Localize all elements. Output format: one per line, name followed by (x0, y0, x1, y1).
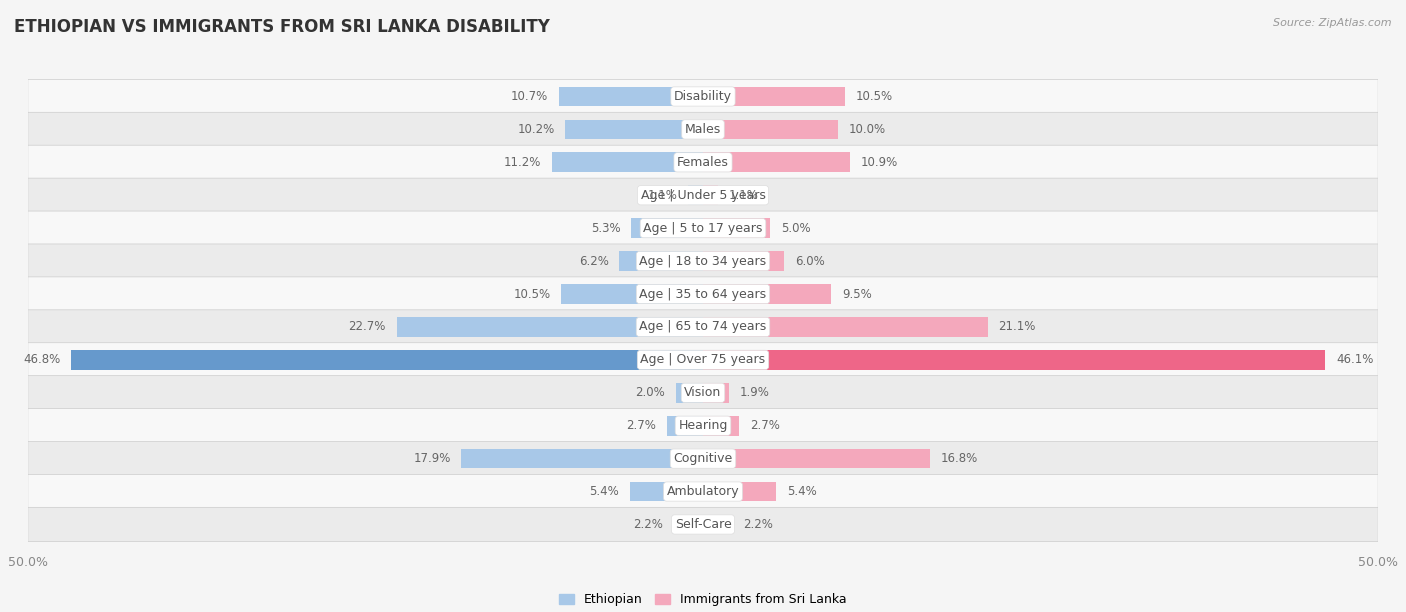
Bar (703, 383, 728, 403)
Bar (565, 119, 703, 140)
Text: 10.7%: 10.7% (510, 90, 548, 103)
Bar (396, 317, 703, 337)
Bar (703, 185, 718, 205)
Text: 22.7%: 22.7% (349, 321, 385, 334)
Text: 10.5%: 10.5% (855, 90, 893, 103)
FancyBboxPatch shape (28, 244, 1378, 278)
Bar (703, 119, 838, 140)
Text: Age | Under 5 years: Age | Under 5 years (641, 188, 765, 202)
Text: 6.2%: 6.2% (579, 255, 609, 267)
Text: Self-Care: Self-Care (675, 518, 731, 531)
Text: 1.9%: 1.9% (740, 386, 769, 399)
FancyBboxPatch shape (28, 277, 1378, 311)
Text: Disability: Disability (673, 90, 733, 103)
Bar (703, 218, 770, 238)
Bar (619, 251, 703, 271)
Text: ETHIOPIAN VS IMMIGRANTS FROM SRI LANKA DISABILITY: ETHIOPIAN VS IMMIGRANTS FROM SRI LANKA D… (14, 18, 550, 36)
Text: Age | 5 to 17 years: Age | 5 to 17 years (644, 222, 762, 234)
Bar (703, 416, 740, 436)
Bar (630, 482, 703, 501)
Text: 46.8%: 46.8% (24, 353, 60, 367)
Text: 10.0%: 10.0% (849, 123, 886, 136)
FancyBboxPatch shape (28, 310, 1378, 344)
Text: 1.1%: 1.1% (728, 188, 758, 202)
Text: 16.8%: 16.8% (941, 452, 977, 465)
Legend: Ethiopian, Immigrants from Sri Lanka: Ethiopian, Immigrants from Sri Lanka (554, 588, 852, 611)
Bar (703, 251, 785, 271)
Bar (673, 515, 703, 534)
FancyBboxPatch shape (28, 343, 1378, 377)
Bar (561, 284, 703, 304)
Text: Hearing: Hearing (678, 419, 728, 432)
FancyBboxPatch shape (28, 507, 1378, 542)
Bar (703, 152, 851, 172)
FancyBboxPatch shape (28, 112, 1378, 146)
Bar (703, 87, 845, 106)
FancyBboxPatch shape (28, 80, 1378, 114)
Bar (666, 416, 703, 436)
Text: 2.2%: 2.2% (744, 518, 773, 531)
Text: 2.7%: 2.7% (626, 419, 655, 432)
Text: Age | 35 to 64 years: Age | 35 to 64 years (640, 288, 766, 300)
Bar (72, 350, 703, 370)
Text: 5.0%: 5.0% (782, 222, 811, 234)
FancyBboxPatch shape (28, 409, 1378, 443)
Bar (676, 383, 703, 403)
FancyBboxPatch shape (28, 178, 1378, 212)
Bar (703, 284, 831, 304)
Text: Males: Males (685, 123, 721, 136)
Text: 5.3%: 5.3% (591, 222, 620, 234)
Text: Vision: Vision (685, 386, 721, 399)
Text: Age | 18 to 34 years: Age | 18 to 34 years (640, 255, 766, 267)
Bar (703, 317, 988, 337)
Text: 2.7%: 2.7% (751, 419, 780, 432)
Bar (703, 449, 929, 469)
FancyBboxPatch shape (28, 474, 1378, 509)
Text: Cognitive: Cognitive (673, 452, 733, 465)
Text: 2.2%: 2.2% (633, 518, 662, 531)
Bar (703, 482, 776, 501)
Text: 17.9%: 17.9% (413, 452, 450, 465)
Text: 2.0%: 2.0% (636, 386, 665, 399)
Bar (703, 515, 733, 534)
Text: 6.0%: 6.0% (794, 255, 824, 267)
FancyBboxPatch shape (28, 211, 1378, 245)
Bar (703, 350, 1326, 370)
Bar (461, 449, 703, 469)
Text: 9.5%: 9.5% (842, 288, 872, 300)
Text: 11.2%: 11.2% (503, 156, 541, 169)
Bar (631, 218, 703, 238)
Text: Ambulatory: Ambulatory (666, 485, 740, 498)
Bar (688, 185, 703, 205)
Text: 5.4%: 5.4% (787, 485, 817, 498)
Text: 1.1%: 1.1% (648, 188, 678, 202)
FancyBboxPatch shape (28, 145, 1378, 179)
Text: 10.2%: 10.2% (517, 123, 554, 136)
Text: 10.5%: 10.5% (513, 288, 551, 300)
Text: Age | 65 to 74 years: Age | 65 to 74 years (640, 321, 766, 334)
Text: 46.1%: 46.1% (1336, 353, 1374, 367)
FancyBboxPatch shape (28, 441, 1378, 476)
Text: Source: ZipAtlas.com: Source: ZipAtlas.com (1274, 18, 1392, 28)
Text: Females: Females (678, 156, 728, 169)
Text: 10.9%: 10.9% (860, 156, 898, 169)
Bar (558, 87, 703, 106)
Text: Age | Over 75 years: Age | Over 75 years (641, 353, 765, 367)
Text: 5.4%: 5.4% (589, 485, 619, 498)
Bar (551, 152, 703, 172)
FancyBboxPatch shape (28, 376, 1378, 410)
Text: 21.1%: 21.1% (998, 321, 1036, 334)
